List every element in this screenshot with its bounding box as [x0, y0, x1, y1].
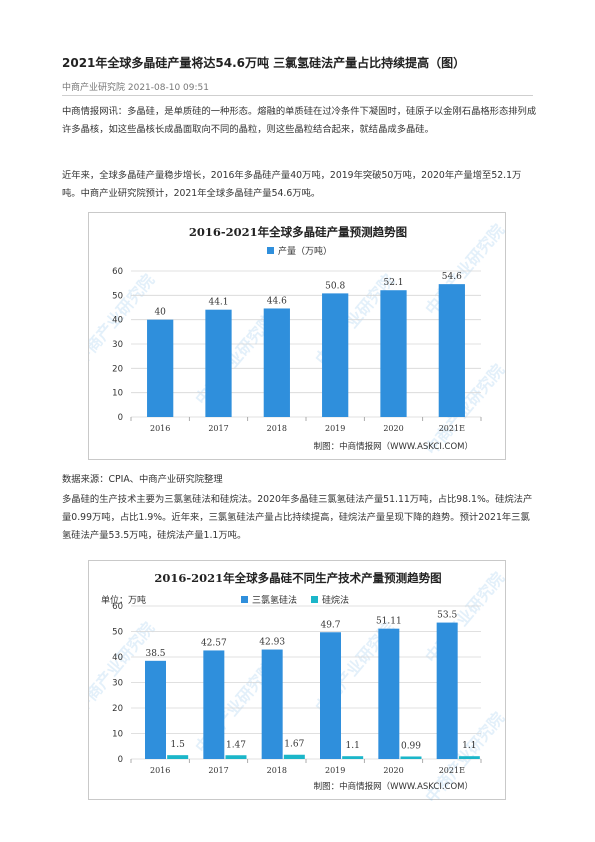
chart-svg: 中商产业研究院中商产业研究院中商产业研究院中商产业研究院中商产业研究院2016-… — [89, 220, 507, 458]
y-tick-label: 50 — [112, 628, 123, 638]
y-tick-label: 0 — [118, 413, 123, 423]
x-tick-label: 2020 — [383, 424, 403, 433]
x-tick-label: 2016 — [150, 766, 170, 775]
bar — [458, 756, 480, 759]
chart-technology-output: 中商产业研究院 中商产业研究院 中商产业研究院 中商产业研究院 中商产业研究院 2016-… — [88, 560, 507, 801]
y-tick-label: 30 — [112, 340, 123, 350]
legend-swatch — [267, 247, 274, 254]
legend-label: 产量（万吨） — [278, 245, 332, 257]
x-tick-label: 2021E — [439, 424, 465, 433]
x-tick-label: 2017 — [208, 424, 228, 433]
x-tick-label: 2016 — [150, 424, 170, 433]
legend-swatch — [311, 596, 318, 603]
data-label: 44.6 — [267, 296, 287, 306]
x-tick-label: 2019 — [325, 424, 345, 433]
data-label: 1.67 — [284, 740, 304, 750]
data-source: 数据来源：CPIA、中商产业研究院整理 — [62, 474, 223, 485]
x-tick-label: 2018 — [267, 424, 287, 433]
y-tick-label: 20 — [112, 704, 123, 714]
data-label: 40 — [154, 308, 166, 318]
bar — [380, 290, 407, 417]
bar — [322, 293, 349, 417]
data-label: 0.99 — [401, 741, 421, 751]
unit-label: 单位：万吨 — [101, 594, 146, 606]
y-tick-label: 0 — [118, 755, 123, 765]
chart-svg: 中商产业研究院中商产业研究院中商产业研究院中商产业研究院中商产业研究院2016-… — [89, 568, 507, 801]
data-label: 42.93 — [259, 638, 285, 648]
article-title: 2021年全球多晶硅产量将达54.6万吨 三氯氢硅法产量占比持续提高（图） — [62, 56, 466, 70]
data-label: 44.1 — [208, 298, 228, 308]
bar — [225, 755, 247, 759]
bar — [261, 649, 283, 759]
y-tick-label: 50 — [112, 291, 123, 301]
bar — [378, 628, 400, 759]
article-meta: 中商产业研究院 2021-08-10 09:51 — [62, 83, 209, 93]
y-tick-label: 30 — [112, 679, 123, 689]
chart-title: 2016-2021年全球多晶硅产量预测趋势图 — [189, 225, 407, 239]
data-label: 1.1 — [462, 741, 476, 751]
bar — [205, 309, 232, 417]
bar — [400, 756, 422, 759]
data-label: 50.8 — [325, 281, 345, 291]
x-tick-label: 2017 — [208, 766, 228, 775]
data-label: 54.6 — [442, 272, 462, 282]
bar — [283, 754, 305, 759]
bar — [320, 632, 341, 759]
x-tick-label: 2018 — [267, 766, 287, 775]
data-label: 49.7 — [320, 620, 340, 630]
y-tick-label: 40 — [112, 316, 123, 326]
data-label: 52.1 — [383, 278, 403, 288]
data-label: 38.5 — [145, 649, 165, 659]
legend-swatch — [241, 596, 248, 603]
data-label: 42.57 — [201, 638, 227, 648]
y-tick-label: 60 — [112, 267, 123, 277]
paragraph-technology: 多晶硅的生产技术主要为三氯氢硅法和硅烷法。2020年多晶硅三氯氢硅法产量51.1… — [62, 494, 533, 541]
bar — [438, 284, 465, 417]
legend-label: 三氯氢硅法 — [252, 594, 297, 606]
y-tick-label: 60 — [112, 602, 123, 612]
paragraph-intro: 中商情报网讯：多晶硅，是单质硅的一种形态。熔融的单质硅在过冷条件下凝固时，硅原子… — [62, 106, 537, 135]
bar — [167, 755, 189, 759]
chart-credit: 制图：中商情报网（WWW.ASKCI.COM） — [314, 781, 473, 792]
bar — [145, 660, 166, 759]
y-tick-label: 40 — [112, 653, 123, 663]
chart-total-output: 中商产业研究院中商产业研究院中商产业研究院中商产业研究院中商产业研究院2016-… — [88, 212, 507, 460]
paragraph-output: 近年来，全球多晶硅产量稳步增长，2016年多晶硅产量40万吨，2019年突破50… — [62, 170, 522, 199]
data-label: 1.47 — [226, 740, 246, 750]
data-label: 51.11 — [376, 617, 402, 627]
bar — [147, 319, 174, 417]
data-label: 1.5 — [171, 740, 186, 750]
data-label: 1.1 — [346, 741, 360, 751]
x-tick-label: 2021E — [439, 766, 465, 775]
bar — [263, 308, 290, 417]
legend-label: 硅烷法 — [322, 594, 349, 606]
y-tick-label: 20 — [112, 364, 123, 374]
x-tick-label: 2019 — [325, 766, 345, 775]
x-tick-label: 2020 — [383, 766, 403, 775]
chart-title: 2016-2021年全球多晶硅不同生产技术产量预测趋势图 — [154, 571, 441, 585]
data-label: 53.5 — [437, 611, 457, 621]
bar — [342, 756, 364, 759]
chart-credit: 制图：中商情报网（WWW.ASKCI.COM） — [314, 441, 473, 452]
y-tick-label: 10 — [112, 389, 123, 399]
y-tick-label: 10 — [112, 730, 123, 740]
bar — [436, 622, 458, 759]
title-divider — [62, 95, 533, 96]
bar — [203, 650, 225, 759]
